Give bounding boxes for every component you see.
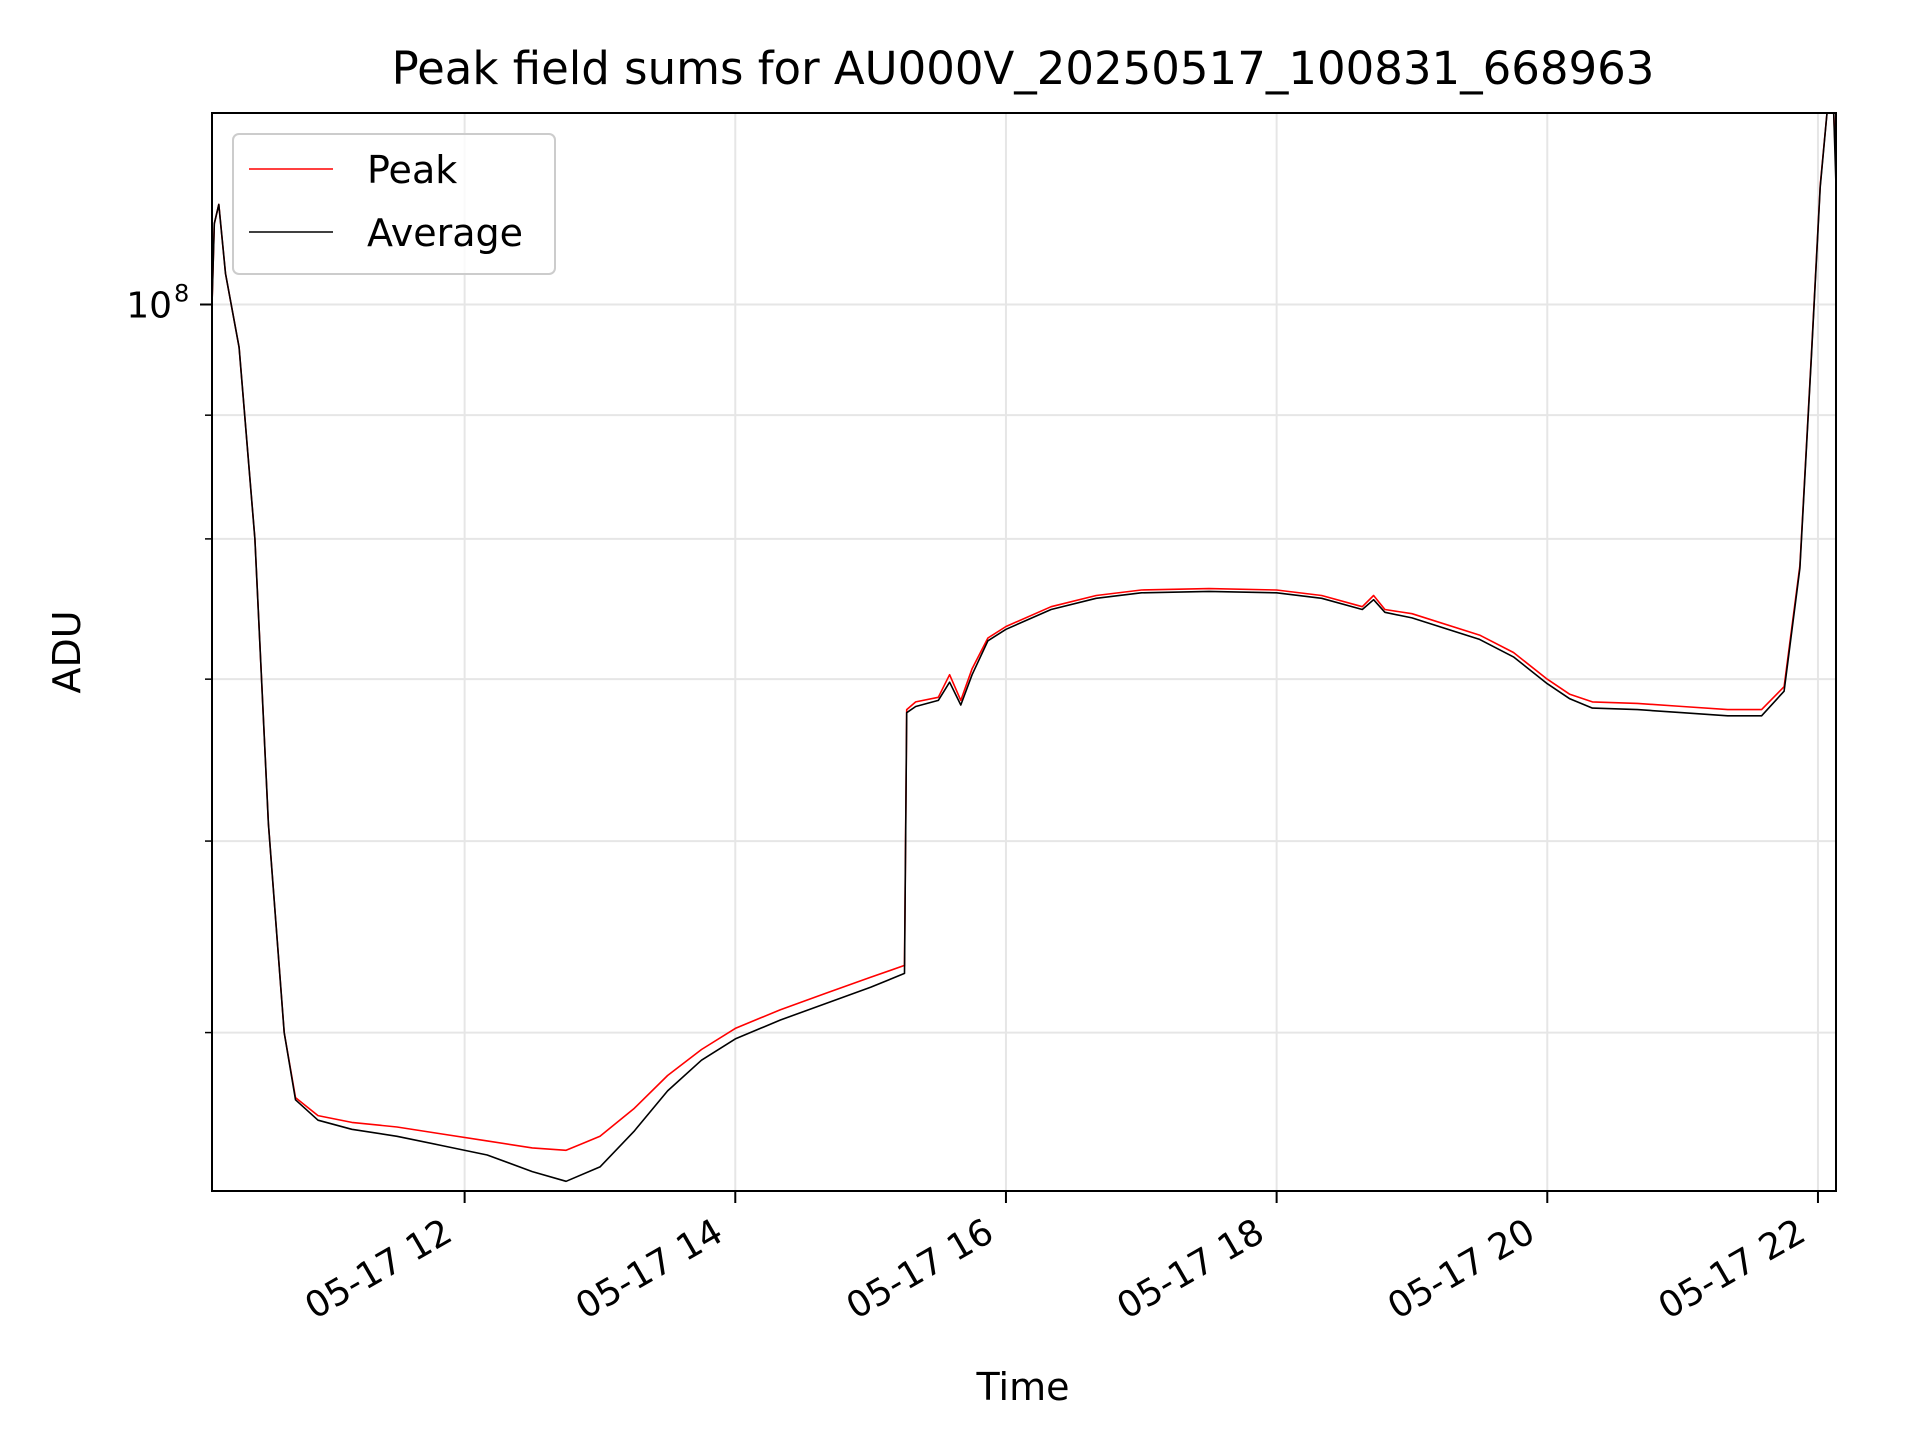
y-axis-label: ADU bbox=[45, 610, 89, 693]
series-line-average bbox=[211, 112, 1837, 1183]
x-axis-label: Time bbox=[976, 1365, 1070, 1409]
y-tick-label: 10 bbox=[126, 286, 172, 327]
y-tick-label-exponent: 8 bbox=[174, 280, 189, 308]
chart-title: Peak field sums for AU000V_20250517_1008… bbox=[392, 42, 1655, 95]
grid bbox=[212, 113, 1836, 1191]
series-line-peak bbox=[211, 112, 1837, 1152]
plot-frame bbox=[211, 112, 1837, 1192]
legend-label-average: Average bbox=[367, 211, 523, 255]
y-axis: 10 8 bbox=[126, 280, 212, 1034]
plot-area bbox=[211, 112, 1837, 1183]
legend-label-peak: Peak bbox=[367, 148, 457, 192]
legend: Peak Average bbox=[232, 133, 556, 275]
